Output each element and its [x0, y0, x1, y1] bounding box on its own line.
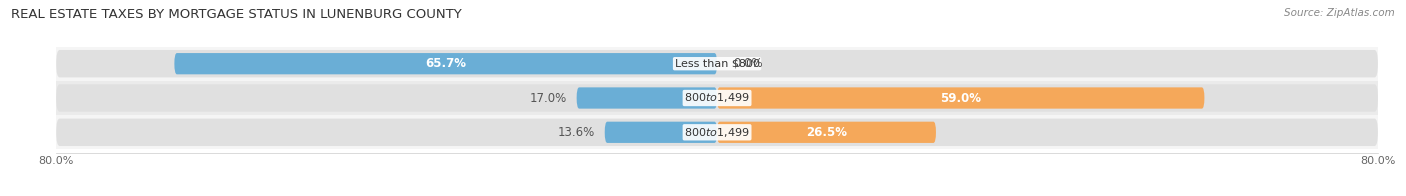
Text: 65.7%: 65.7% [425, 57, 467, 70]
FancyBboxPatch shape [56, 84, 1378, 112]
Bar [56, 47, 1378, 81]
Text: 13.6%: 13.6% [558, 126, 595, 139]
FancyBboxPatch shape [605, 122, 717, 143]
Text: 59.0%: 59.0% [941, 92, 981, 104]
FancyBboxPatch shape [717, 122, 936, 143]
Text: 0.0%: 0.0% [734, 57, 763, 70]
Bar [56, 81, 1378, 115]
FancyBboxPatch shape [56, 119, 1378, 146]
Text: $800 to $1,499: $800 to $1,499 [685, 92, 749, 104]
FancyBboxPatch shape [576, 87, 717, 109]
Bar [56, 115, 1378, 150]
FancyBboxPatch shape [56, 50, 1378, 77]
FancyBboxPatch shape [174, 53, 717, 74]
Text: Less than $800: Less than $800 [675, 59, 759, 69]
Text: 26.5%: 26.5% [806, 126, 846, 139]
Text: Source: ZipAtlas.com: Source: ZipAtlas.com [1284, 8, 1395, 18]
Text: REAL ESTATE TAXES BY MORTGAGE STATUS IN LUNENBURG COUNTY: REAL ESTATE TAXES BY MORTGAGE STATUS IN … [11, 8, 463, 21]
FancyBboxPatch shape [717, 87, 1205, 109]
Text: $800 to $1,499: $800 to $1,499 [685, 126, 749, 139]
Text: 17.0%: 17.0% [530, 92, 567, 104]
